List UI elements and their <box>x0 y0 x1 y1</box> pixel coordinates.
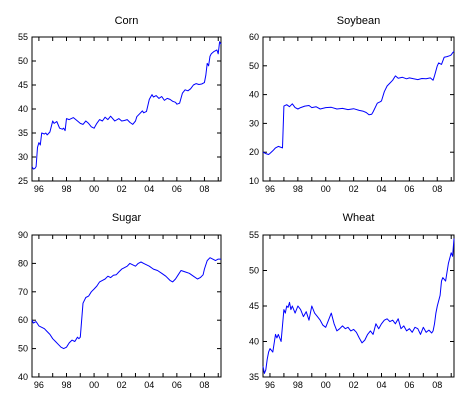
wheat-panel: Wheat 35 40 45 50 55 96 98 00 02 04 06 08 <box>249 212 455 390</box>
wheat-x-tick-label: 04 <box>376 380 386 390</box>
corn-x-tick-label: 02 <box>117 184 127 194</box>
soybean-x-tick-label: 96 <box>265 184 275 194</box>
soybean-y-tick-label: 20 <box>249 147 259 157</box>
corn-panel: Corn 25 30 35 40 45 50 55 96 98 00 02 04 06 08 <box>18 15 222 194</box>
corn-x-tick-label: 98 <box>61 184 71 194</box>
wheat-x-tick-label: 98 <box>293 380 303 390</box>
wheat-x-tick-label: 08 <box>432 380 442 390</box>
corn-x-tick-label: 08 <box>199 184 209 194</box>
sugar-x-tick-label: 98 <box>61 380 71 390</box>
soybean-y-tick-label: 50 <box>249 61 259 71</box>
sugar-y-tick-label: 80 <box>18 258 28 268</box>
soybean-x-tick-label: 06 <box>404 184 414 194</box>
sugar-x-tick-label: 96 <box>34 380 44 390</box>
soybean-x-tick-label: 98 <box>293 184 303 194</box>
corn-series-line <box>31 41 222 170</box>
wheat-title: Wheat <box>343 212 375 224</box>
corn-x-tick-label: 06 <box>172 184 182 194</box>
soybean-x-tick-label: 02 <box>349 184 359 194</box>
corn-y-tick-label: 35 <box>18 128 28 138</box>
soybean-y-tick-label: 40 <box>249 90 259 100</box>
corn-plot-frame <box>31 36 222 182</box>
sugar-y-tick-label: 60 <box>18 315 28 325</box>
wheat-x-tick-label: 00 <box>321 380 331 390</box>
wheat-x-tick-label: 96 <box>265 380 275 390</box>
soybean-y-tick-label: 60 <box>249 32 259 42</box>
soybean-series-line <box>262 51 455 155</box>
wheat-plot-frame <box>262 234 455 378</box>
soybean-y-tick-label: 30 <box>249 118 259 128</box>
corn-x-tick-label: 96 <box>34 184 44 194</box>
corn-y-tick-label: 50 <box>18 56 28 66</box>
soybean-x-tick-label: 00 <box>321 184 331 194</box>
wheat-y-tick-label: 45 <box>249 301 259 311</box>
sugar-x-tick-label: 04 <box>144 380 154 390</box>
sugar-x-tick-label: 00 <box>89 380 99 390</box>
sugar-y-tick-label: 40 <box>18 372 28 382</box>
corn-x-tick-label: 00 <box>89 184 99 194</box>
wheat-series-line <box>262 238 455 374</box>
wheat-y-tick-label: 55 <box>249 230 259 240</box>
soybean-x-tick-label: 08 <box>432 184 442 194</box>
sugar-x-tick-label: 06 <box>172 380 182 390</box>
soybean-y-tick-label: 10 <box>249 176 259 186</box>
corn-title: Corn <box>115 15 139 27</box>
wheat-y-tick-label: 35 <box>249 372 259 382</box>
wheat-y-tick-label: 50 <box>249 266 259 276</box>
soybean-x-tick-label: 04 <box>376 184 386 194</box>
soybean-plot-frame <box>262 36 455 182</box>
wheat-x-tick-label: 02 <box>349 380 359 390</box>
sugar-y-tick-label: 50 <box>18 344 28 354</box>
corn-x-tick-label: 04 <box>144 184 154 194</box>
sugar-panel: Sugar 40 50 60 70 80 90 96 98 00 02 04 06 08 <box>18 212 222 390</box>
sugar-y-tick-label: 70 <box>18 287 28 297</box>
sugar-title: Sugar <box>112 212 142 224</box>
corn-y-tick-label: 25 <box>18 176 28 186</box>
soybean-title: Soybean <box>337 15 380 27</box>
corn-y-tick-label: 30 <box>18 152 28 162</box>
corn-y-tick-label: 40 <box>18 104 28 114</box>
sugar-y-tick-label: 90 <box>18 230 28 240</box>
sugar-x-tick-label: 02 <box>117 380 127 390</box>
sugar-plot-frame <box>31 234 222 378</box>
corn-y-tick-label: 55 <box>18 32 28 42</box>
sugar-series-line <box>31 257 221 350</box>
wheat-x-tick-label: 06 <box>404 380 414 390</box>
wheat-y-tick-label: 40 <box>249 337 259 347</box>
sugar-x-tick-label: 08 <box>199 380 209 390</box>
corn-y-tick-label: 45 <box>18 80 28 90</box>
soybean-panel: Soybean 10 20 30 40 50 60 96 98 00 02 04 06 08 <box>249 15 455 194</box>
